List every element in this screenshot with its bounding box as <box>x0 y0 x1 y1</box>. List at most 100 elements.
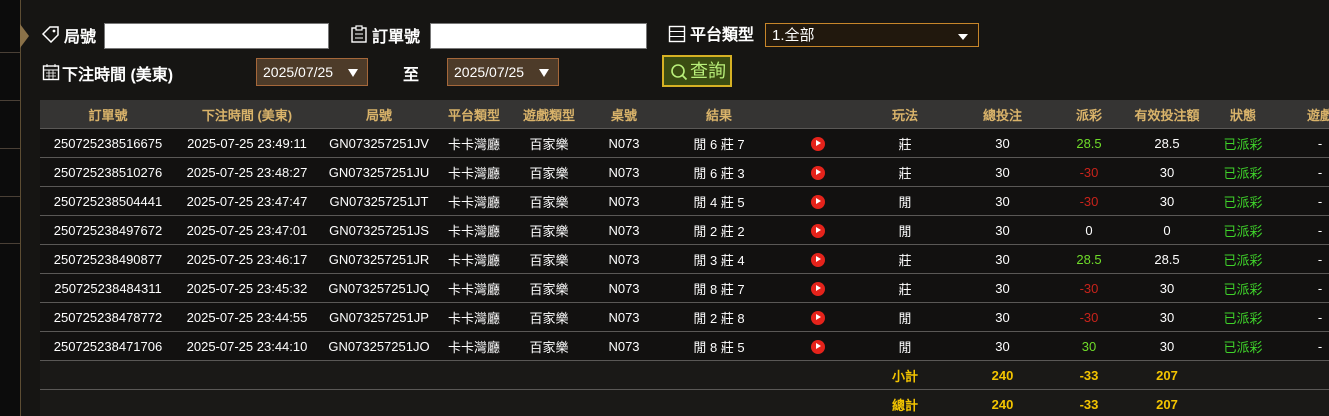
table-cell: 30 <box>955 273 1050 303</box>
table-cell: -30 <box>1050 157 1128 187</box>
play-button[interactable] <box>810 136 825 151</box>
total-label: 總計 <box>855 389 955 416</box>
to-label: 至 <box>403 67 420 84</box>
table-wrap: 訂單號 下注時間 (美東) 局號 平台類型 遊戲類型 桌號 結果 玩法 總投注 派彩 有效投注額 狀態… <box>40 100 1329 416</box>
table-cell: 已派彩 <box>1206 157 1280 187</box>
table-cell: 閒 <box>855 186 955 216</box>
table-cell: 30 <box>955 157 1050 187</box>
play-cell <box>780 186 855 216</box>
table-cell: 250725238478772 <box>40 302 176 332</box>
table-cell: N073 <box>590 331 658 361</box>
table-cell: - <box>1280 302 1329 332</box>
total-label: 小計 <box>855 360 955 390</box>
table-cell: -30 <box>1050 302 1128 332</box>
play-cell <box>780 331 855 361</box>
platform-select[interactable]: 1.全部 <box>765 23 979 47</box>
table-cell: 百家樂 <box>508 128 590 158</box>
table-cell: 250725238497672 <box>40 215 176 245</box>
total-spacer <box>1206 389 1280 416</box>
column-header: 狀態 <box>1206 100 1280 129</box>
table-cell: N073 <box>590 244 658 274</box>
play-cell <box>780 244 855 274</box>
table-row: 250725238516675 2025-07-25 23:49:11 GN0732… <box>40 128 1329 158</box>
table-cell: 卡卡灣廳 <box>440 273 508 303</box>
play-cell <box>780 302 855 332</box>
play-button[interactable] <box>810 165 825 180</box>
table-cell: 百家樂 <box>508 302 590 332</box>
column-header: 結果 <box>658 100 780 129</box>
table-cell: 0 <box>1050 215 1128 245</box>
table-cell: 莊 <box>855 273 955 303</box>
total-spacer <box>1206 360 1280 390</box>
table-cell: 卡卡灣廳 <box>440 157 508 187</box>
table-cell: 百家樂 <box>508 244 590 274</box>
table-cell: N073 <box>590 215 658 245</box>
table-cell: - <box>1280 186 1329 216</box>
table-cell: 30 <box>1128 273 1206 303</box>
panel-notch <box>20 24 29 48</box>
platform-label: 平台類型 <box>690 27 755 44</box>
play-button[interactable] <box>810 223 825 238</box>
column-header: 下注時間 (美東) <box>176 100 318 129</box>
play-cell <box>780 157 855 187</box>
table-cell: 莊 <box>855 128 955 158</box>
search-label: 查詢 <box>690 61 726 81</box>
table-cell: 閒 2 莊 2 <box>658 215 780 245</box>
search-button[interactable]: 查詢 <box>662 55 732 87</box>
table-cell: 閒 6 莊 3 <box>658 157 780 187</box>
table-cell: 卡卡灣廳 <box>440 244 508 274</box>
table-cell: 閒 <box>855 215 955 245</box>
date-to[interactable]: 2025/07/25 <box>447 58 559 86</box>
calendar-icon <box>42 64 60 81</box>
total-spacer <box>40 389 855 416</box>
play-cell <box>780 273 855 303</box>
table-cell: - <box>1280 157 1329 187</box>
table-cell: - <box>1280 215 1329 245</box>
bet-table: 訂單號 下注時間 (美東) 局號 平台類型 遊戲類型 桌號 結果 玩法 總投注 派彩 有效投注額 狀態… <box>40 100 1329 416</box>
tag-icon <box>41 26 59 43</box>
play-button[interactable] <box>810 252 825 267</box>
table-cell: N073 <box>590 273 658 303</box>
total-spacer <box>1280 389 1329 416</box>
table-cell: 250725238484311 <box>40 273 176 303</box>
table-cell: GN073257251JO <box>318 331 440 361</box>
table-cell: 30 <box>1128 331 1206 361</box>
search-icon <box>671 64 688 81</box>
table-cell: N073 <box>590 128 658 158</box>
table-row: 250725238490877 2025-07-25 23:46:17 GN0732… <box>40 244 1329 274</box>
table-cell: 250725238490877 <box>40 244 176 274</box>
table-cell: 2025-07-25 23:44:55 <box>176 302 318 332</box>
play-button[interactable] <box>810 310 825 325</box>
table-cell: 28.5 <box>1050 128 1128 158</box>
column-header-blank <box>780 100 855 129</box>
table-row: 250725238510276 2025-07-25 23:48:27 GN0732… <box>40 157 1329 187</box>
play-button[interactable] <box>810 281 825 296</box>
date-from[interactable]: 2025/07/25 <box>256 58 368 86</box>
total-valid: 207 <box>1128 360 1206 390</box>
table-cell: GN073257251JR <box>318 244 440 274</box>
table-cell: 百家樂 <box>508 157 590 187</box>
table-cell: GN073257251JT <box>318 186 440 216</box>
table-cell: - <box>1280 244 1329 274</box>
table-cell: 卡卡灣廳 <box>440 331 508 361</box>
play-cell <box>780 215 855 245</box>
table-cell: 2025-07-25 23:47:01 <box>176 215 318 245</box>
round-input[interactable] <box>104 23 329 49</box>
table-cell: 已派彩 <box>1206 302 1280 332</box>
table-cell: 已派彩 <box>1206 331 1280 361</box>
table-cell: GN073257251JV <box>318 128 440 158</box>
table-cell: - <box>1280 273 1329 303</box>
table-cell: 閒 8 莊 5 <box>658 331 780 361</box>
table-cell: 百家樂 <box>508 215 590 245</box>
order-input[interactable] <box>430 23 647 49</box>
play-button[interactable] <box>810 194 825 209</box>
table-cell: 28.5 <box>1128 128 1206 158</box>
column-header: 平台類型 <box>440 100 508 129</box>
play-button[interactable] <box>810 339 825 354</box>
table-cell: N073 <box>590 302 658 332</box>
table-cell: 250725238516675 <box>40 128 176 158</box>
table-row: 250725238504441 2025-07-25 23:47:47 GN0732… <box>40 186 1329 216</box>
table-cell: 30 <box>1050 331 1128 361</box>
table-cell: 2025-07-25 23:44:10 <box>176 331 318 361</box>
